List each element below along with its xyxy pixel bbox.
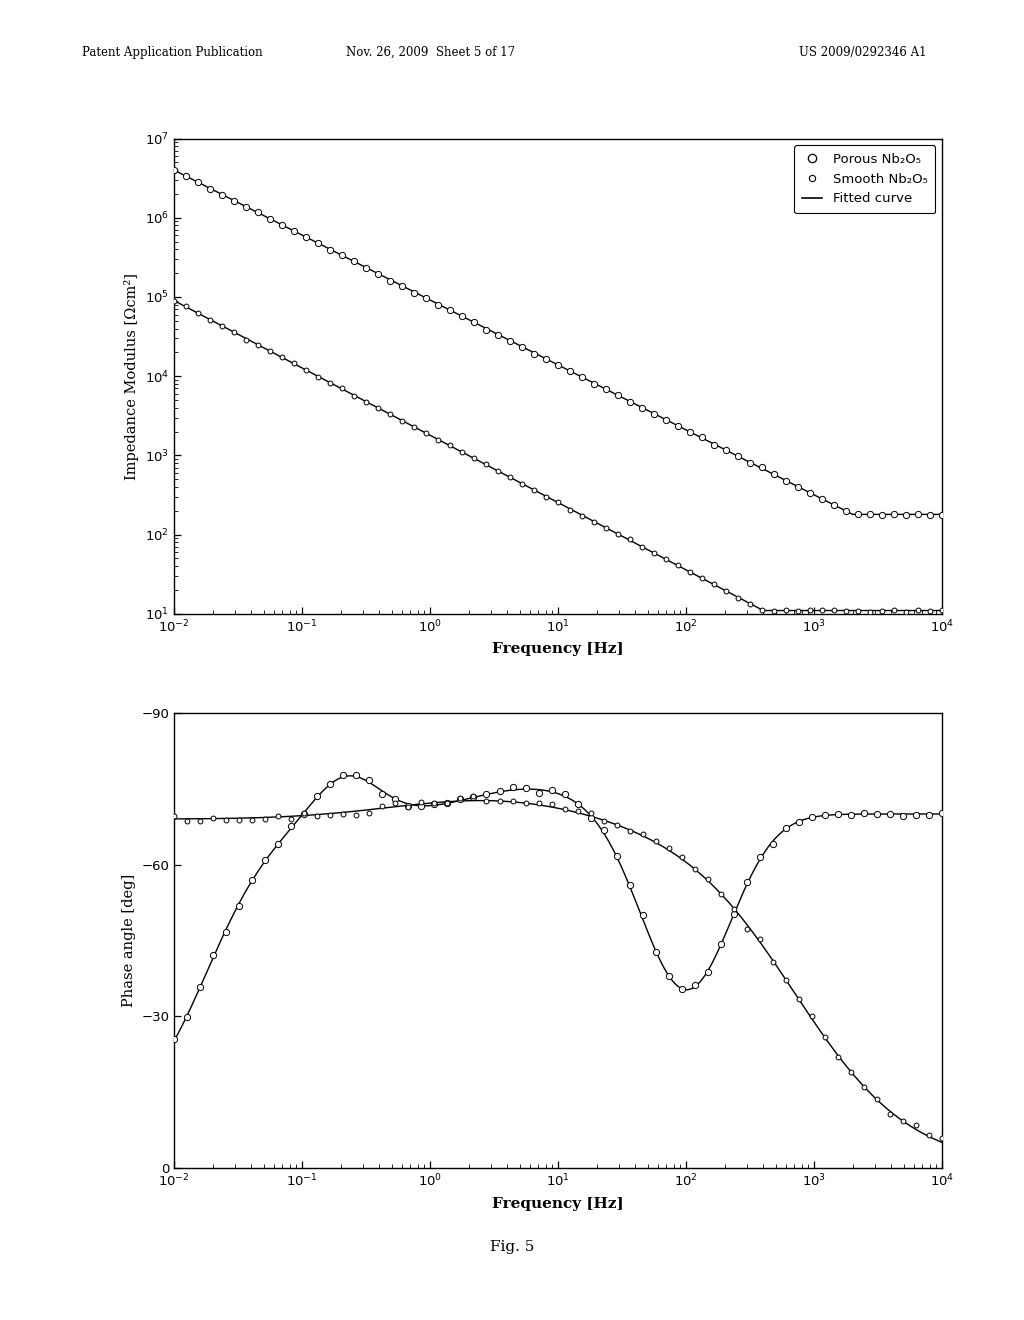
- Y-axis label: Phase angle [deg]: Phase angle [deg]: [122, 874, 135, 1007]
- X-axis label: Frequency [Hz]: Frequency [Hz]: [493, 1197, 624, 1210]
- Legend: Porous Nb₂O₅, Smooth Nb₂O₅, Fitted curve: Porous Nb₂O₅, Smooth Nb₂O₅, Fitted curve: [795, 145, 936, 214]
- Text: Patent Application Publication: Patent Application Publication: [82, 46, 262, 59]
- Text: US 2009/0292346 A1: US 2009/0292346 A1: [799, 46, 927, 59]
- Text: Fig. 5: Fig. 5: [489, 1241, 535, 1254]
- X-axis label: Frequency [Hz]: Frequency [Hz]: [493, 643, 624, 656]
- Y-axis label: Impedance Modulus [Ωcm²]: Impedance Modulus [Ωcm²]: [124, 273, 139, 479]
- Text: Nov. 26, 2009  Sheet 5 of 17: Nov. 26, 2009 Sheet 5 of 17: [345, 46, 515, 59]
